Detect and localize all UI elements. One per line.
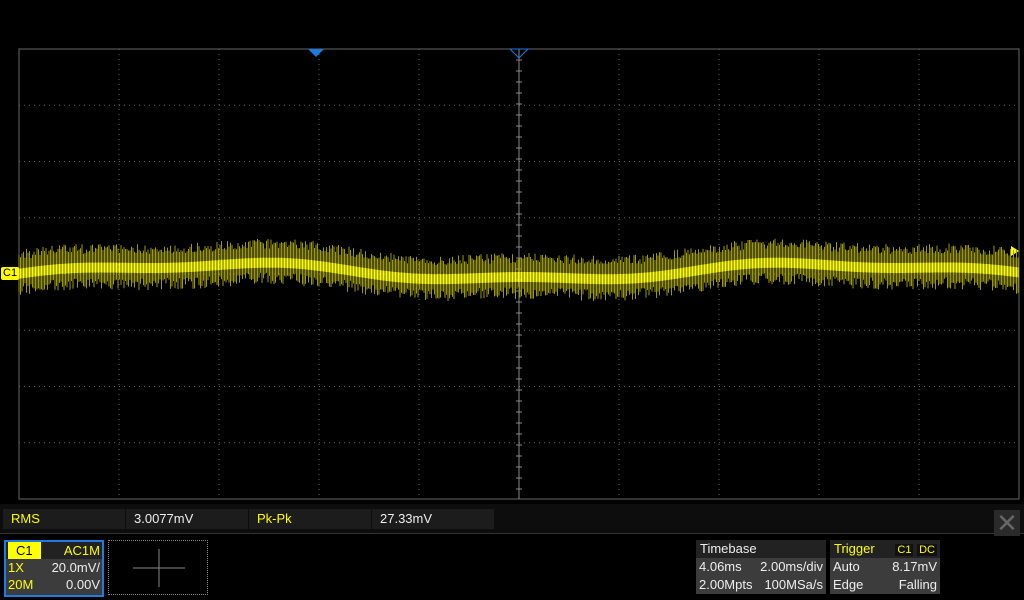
time-scale: 2.00ms/div [760,558,823,576]
add-channel-button[interactable] [108,540,208,595]
trigger-slope: Falling [899,576,937,594]
probe: 1X [8,559,24,576]
plus-icon [109,541,207,594]
close-icon[interactable]: ✕ [994,510,1020,536]
measurement-label: RMS [3,509,125,529]
measurement-value: 3.0077mV [126,509,248,529]
bandwidth: 20M [8,576,33,593]
timebase-panel[interactable]: Timebase 4.06ms 2.00ms/div 2.00Mpts 100MSa… [696,540,826,594]
channel1-marker[interactable]: C1 [1,267,19,280]
waveform-display[interactable] [0,0,1024,504]
vertical-scale: 20.0mV/ [52,559,100,576]
trigger-position-marker [308,49,324,57]
memory-depth: 2.00Mpts [699,576,752,594]
trigger-level: 8.17mV [892,558,937,576]
trigger-coupling: DC [917,544,937,556]
sample-rate: 100MSa/s [764,576,823,594]
delay: 4.06ms [699,558,742,576]
trigger-mode: Auto [833,558,860,576]
measurement-label: Pk-Pk [249,509,371,529]
measurements: RMS 3.0077mV Pk-Pk 27.33mV [3,509,495,529]
trigger-panel[interactable]: Trigger C1 DC Auto 8.17mV Edge Falling [830,540,940,594]
timebase-title: Timebase [696,540,826,558]
channel1-panel[interactable]: C1 AC1M 1X 20.0mV/ 20M 0.00V [4,540,104,597]
trigger-level-marker [1011,246,1019,256]
trigger-type: Edge [833,576,863,594]
offset: 0.00V [66,576,100,593]
trigger-source: C1 [895,544,913,556]
measurement-value: 27.33mV [372,509,494,529]
channel-name: C1 [8,542,41,559]
trigger-title: Trigger [834,540,875,558]
channel-coupling: AC1M [64,542,100,559]
